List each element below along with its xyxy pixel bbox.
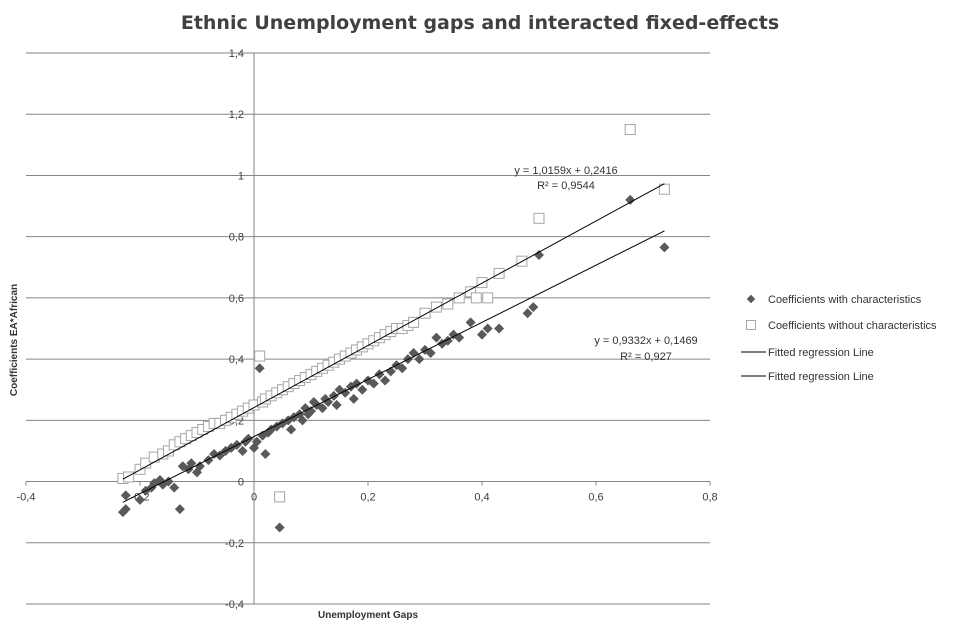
point-with — [117, 507, 128, 518]
legend-item-without: Coefficients without characteristics — [746, 320, 937, 332]
trendline-2 — [122, 230, 665, 503]
x-tick-label: 0,6 — [588, 492, 603, 504]
point-with — [374, 369, 385, 380]
trendlines — [122, 183, 665, 503]
axes — [25, 53, 711, 604]
trendline-1 — [122, 183, 665, 480]
point-with — [186, 458, 197, 469]
point-with — [659, 242, 670, 253]
point-with — [214, 450, 225, 461]
point-with — [260, 449, 271, 460]
point-with — [120, 504, 131, 515]
point-with — [163, 476, 174, 487]
point-without — [442, 298, 454, 310]
trendline-1-equation: y = 1,0159x + 0,2416 — [514, 165, 617, 177]
y-tick-labels: -0,4-0,200,20,40,60,811,21,4 — [225, 48, 244, 611]
y-axis-title: Coefficients EA*African — [9, 284, 20, 396]
point-without — [408, 316, 420, 328]
point-with — [465, 317, 476, 328]
point-with — [380, 375, 391, 386]
point-with — [414, 354, 425, 365]
y-tick-label: 0,4 — [229, 354, 244, 366]
point-with — [317, 403, 328, 414]
point-without — [140, 457, 152, 469]
point-with — [425, 347, 436, 358]
point-without — [274, 491, 286, 503]
point-with — [286, 424, 297, 435]
point-without — [482, 292, 494, 304]
point-without — [123, 471, 135, 483]
x-tick-labels: -0,4-0,200,20,40,60,8 — [17, 492, 718, 504]
legend-label-fit-2: Fitted regression Line — [768, 371, 874, 383]
point-with — [494, 323, 505, 334]
y-tick-label: 0 — [238, 477, 244, 489]
point-without — [476, 277, 488, 289]
point-with — [274, 522, 285, 533]
legend-marker-without — [746, 320, 756, 330]
y-tick-label: 1,4 — [229, 48, 244, 60]
legend-item-with: Coefficients with characteristics — [746, 294, 922, 306]
y-tick-label: 0,8 — [229, 232, 244, 244]
point-with — [482, 323, 493, 334]
point-without — [254, 350, 266, 362]
point-without — [624, 124, 636, 136]
y-tick-label: 0,6 — [229, 293, 244, 305]
point-with — [297, 415, 308, 426]
point-without — [163, 445, 174, 457]
trendline-2-equation: y = 0,9332x + 0,1469 — [594, 335, 697, 347]
y-tick-label: -0,2 — [225, 538, 244, 550]
legend-label-fit-1: Fitted regression Line — [768, 347, 874, 359]
gridlines — [26, 52, 710, 605]
point-with — [135, 494, 145, 505]
trendline-2-r2: R² = 0,927 — [620, 351, 672, 363]
chart-title: Ethnic Unemployment gaps and interacted … — [181, 12, 779, 34]
point-with — [306, 406, 316, 417]
point-with — [348, 393, 359, 404]
point-without — [430, 301, 442, 313]
y-tick-label: 1 — [238, 170, 244, 182]
point-with — [357, 384, 368, 395]
x-axis-title: Unemployment Gaps — [318, 610, 418, 621]
point-with — [431, 332, 442, 343]
x-tick-label: 0,8 — [702, 492, 717, 504]
legend-item-fit-2: Fitted regression Line — [741, 371, 874, 383]
point-with — [368, 378, 379, 389]
point-with — [174, 504, 185, 515]
point-with — [625, 194, 636, 205]
point-without — [533, 212, 545, 224]
x-tick-label: 0,4 — [474, 492, 489, 504]
y-tick-label: 1,2 — [229, 109, 244, 121]
point-with — [237, 445, 248, 456]
legend-marker-with — [746, 294, 756, 304]
legend-label-without: Coefficients without characteristics — [768, 320, 937, 332]
point-with — [340, 387, 351, 398]
x-tick-label: 0 — [251, 492, 257, 504]
trendline-1-r2: R² = 0,9544 — [537, 180, 595, 192]
point-with — [254, 363, 265, 374]
x-tick-label: 0,2 — [360, 492, 375, 504]
point-with — [323, 396, 334, 407]
point-with — [120, 490, 131, 501]
point-with — [169, 482, 180, 493]
point-with — [251, 436, 262, 447]
point-with — [203, 455, 214, 466]
point-with — [477, 329, 487, 340]
x-tick-label: -0,4 — [17, 492, 36, 504]
point-with — [397, 363, 408, 374]
point-with — [528, 302, 539, 313]
point-with — [331, 400, 342, 411]
legend-item-fit-1: Fitted regression Line — [741, 347, 874, 359]
point-without — [419, 307, 431, 319]
legend-label-with: Coefficients with characteristics — [768, 294, 922, 306]
point-without — [470, 292, 482, 304]
y-tick-label: -0,4 — [225, 599, 244, 611]
point-with — [534, 250, 544, 261]
point-with — [522, 308, 533, 319]
point-with — [194, 461, 205, 472]
legend: Coefficients with characteristics Coeffi… — [741, 294, 937, 383]
